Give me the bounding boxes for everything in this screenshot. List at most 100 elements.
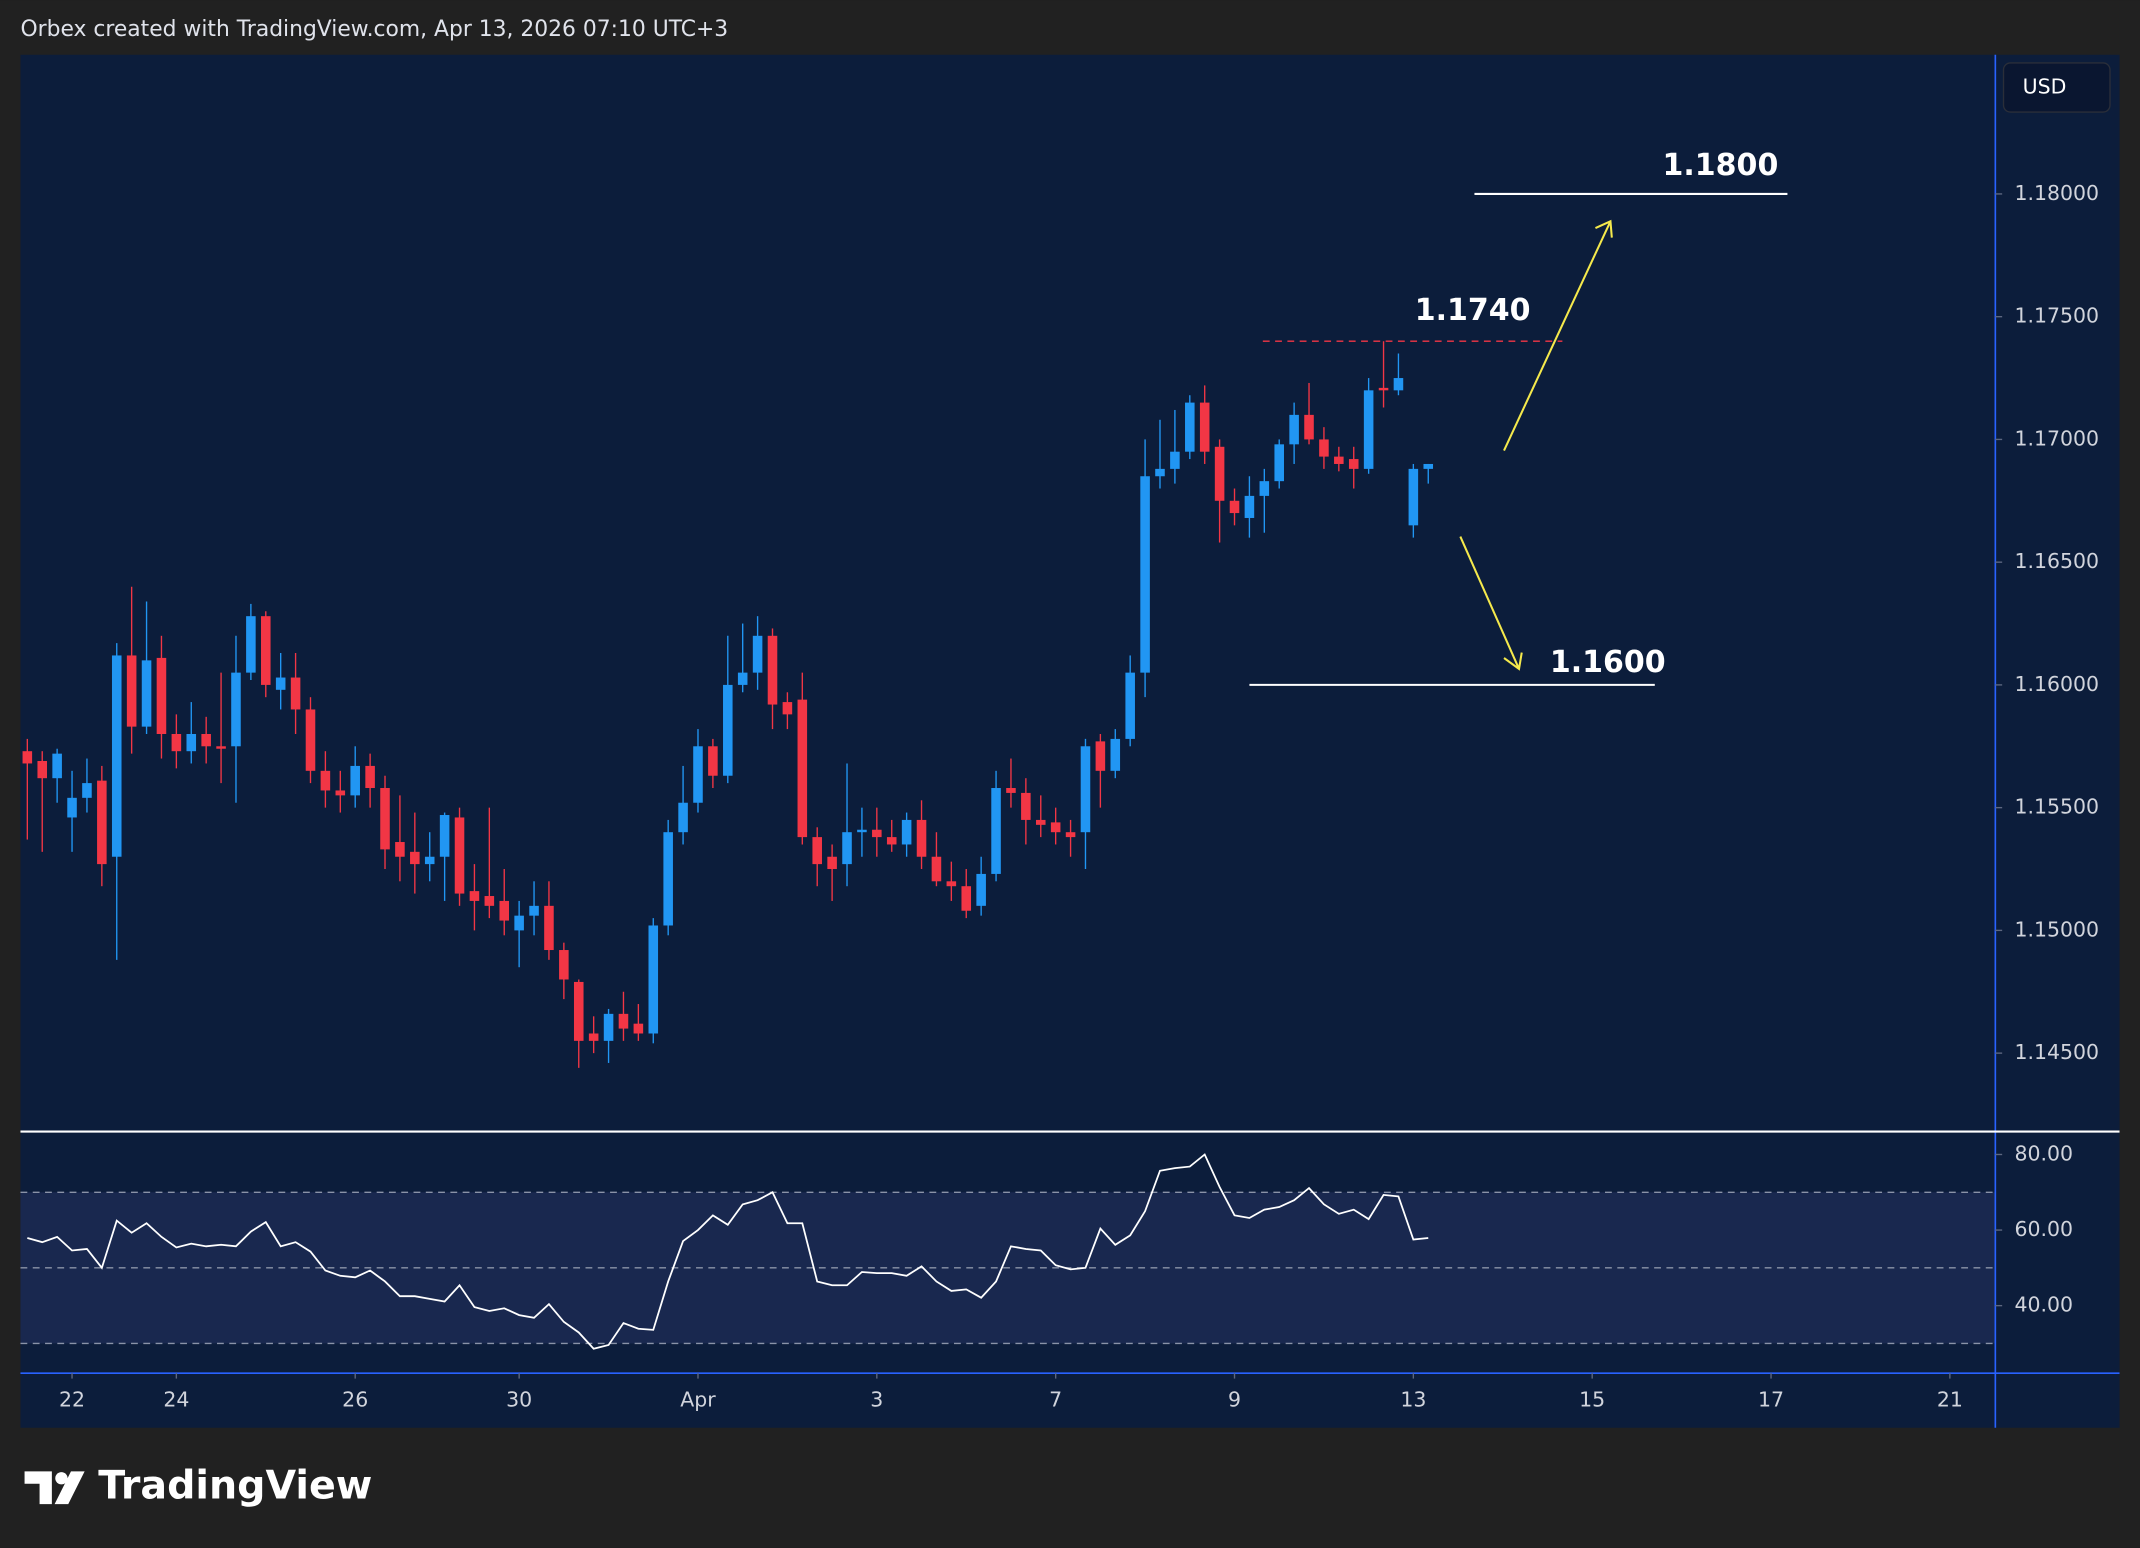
- candle-body: [186, 734, 197, 752]
- currency-label[interactable]: USD: [2023, 75, 2067, 99]
- rsi-line: [27, 1153, 1429, 1350]
- currency-button[interactable]: [2002, 62, 2111, 113]
- candle-body: [1259, 481, 1270, 496]
- candle-body: [469, 891, 480, 901]
- candle-body: [1170, 451, 1180, 469]
- level-label: 1.1600: [1550, 645, 1666, 680]
- candle-body: [1125, 672, 1135, 739]
- candle-body: [320, 770, 331, 791]
- y-tick-label: 1.18000: [2014, 181, 2099, 205]
- candle-body: [1214, 446, 1225, 501]
- arrows: [1459, 219, 1613, 671]
- x-tick-label: 22: [59, 1387, 85, 1411]
- candle-body: [275, 677, 286, 690]
- candle-body: [931, 856, 942, 882]
- candle-body: [573, 981, 584, 1041]
- candle-body: [1378, 387, 1389, 391]
- candle-body: [1244, 495, 1255, 518]
- candle-body: [1080, 746, 1091, 833]
- candle-body: [603, 1013, 614, 1041]
- candle-body: [648, 925, 659, 1034]
- candle-body: [52, 753, 62, 779]
- candle-body: [827, 856, 837, 870]
- brand: TradingView: [98, 1462, 372, 1508]
- candle-body: [424, 856, 435, 865]
- x-tick-label: 26: [342, 1387, 368, 1411]
- x-tick-label: 17: [1758, 1387, 1784, 1411]
- candle-body: [1363, 390, 1374, 469]
- candle-body: [1348, 459, 1359, 469]
- y-tick-label: 1.16000: [2014, 672, 2099, 696]
- candle-body: [1423, 463, 1434, 469]
- candle-body: [126, 655, 137, 727]
- candle-body: [886, 837, 897, 845]
- x-tick-label: 3: [870, 1387, 883, 1411]
- candle-body: [111, 655, 122, 857]
- candle-body: [872, 829, 882, 838]
- level-label: 1.1740: [1415, 293, 1531, 328]
- candle-body: [365, 765, 375, 789]
- y-tick-label: 60.00: [2014, 1217, 2073, 1241]
- x-tick-label: 9: [1228, 1387, 1241, 1411]
- y-tick-label: 1.15000: [2014, 917, 2099, 941]
- candle-body: [246, 616, 256, 673]
- candle-body: [723, 684, 733, 776]
- candle-body: [976, 873, 986, 906]
- x-tick-label: 21: [1937, 1387, 1963, 1411]
- candle-body: [141, 660, 152, 727]
- candle-body: [1393, 378, 1404, 391]
- candle-body: [782, 702, 793, 715]
- candle-body: [1021, 792, 1031, 820]
- candle-body: [767, 635, 778, 705]
- x-tick-label: 13: [1400, 1387, 1426, 1411]
- candle-body: [395, 842, 405, 857]
- candle-body: [916, 819, 927, 857]
- candle-body: [618, 1013, 629, 1029]
- x-tick-label: 15: [1579, 1387, 1605, 1411]
- candle-body: [752, 635, 763, 673]
- y-tick-label: 1.16500: [2014, 549, 2099, 573]
- candle-body: [678, 802, 688, 833]
- candle-body: [901, 819, 912, 845]
- x-tick-label: 7: [1049, 1387, 1062, 1411]
- candle-body: [22, 751, 33, 764]
- candle-body: [1185, 402, 1195, 452]
- candle-body: [1050, 822, 1061, 833]
- candle-body: [439, 815, 450, 857]
- candle-body: [961, 886, 972, 911]
- candle-body: [335, 790, 346, 796]
- candle-body: [857, 829, 867, 833]
- candle-body: [1304, 414, 1314, 440]
- candle-body: [797, 699, 808, 838]
- candle-body: [663, 832, 673, 926]
- candle-body: [1274, 444, 1284, 482]
- level-label: 1.1800: [1663, 148, 1779, 183]
- candle-body: [708, 746, 718, 776]
- candle-body: [82, 783, 92, 798]
- x-tick-label: 30: [506, 1387, 532, 1411]
- candle-body: [305, 709, 316, 771]
- candle-body: [946, 881, 957, 887]
- x-tick-label: Apr: [680, 1387, 716, 1411]
- y-tick-label: 1.17500: [2014, 304, 2099, 328]
- candle-body: [97, 780, 107, 865]
- candle-body: [380, 788, 390, 850]
- candle-body: [37, 761, 48, 779]
- candle-body: [1334, 456, 1344, 464]
- candle-body: [484, 896, 495, 906]
- candle-body: [290, 677, 301, 710]
- candle-body: [1229, 500, 1240, 514]
- candle-body: [559, 950, 569, 980]
- candle-body: [737, 672, 748, 685]
- candle-body: [1408, 468, 1419, 526]
- candle-body: [1006, 788, 1016, 793]
- y-tick-label: 1.14500: [2014, 1040, 2099, 1064]
- candle-body: [216, 746, 226, 749]
- candle-body: [1065, 832, 1076, 838]
- candle-body: [1110, 738, 1121, 771]
- candle-body: [261, 616, 271, 685]
- y-tick-label: 1.15500: [2014, 795, 2099, 819]
- candle-body: [1155, 468, 1165, 477]
